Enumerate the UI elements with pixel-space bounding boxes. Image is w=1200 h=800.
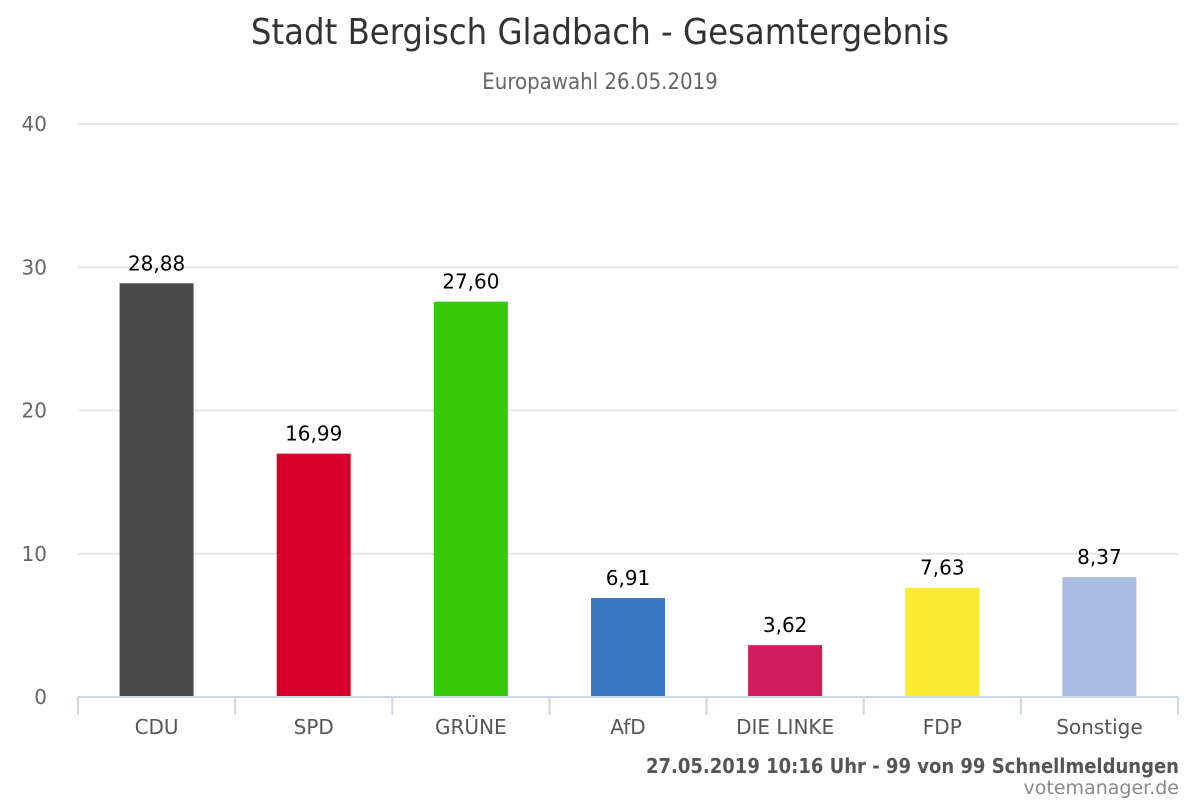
data-labels: 28,88 16,99 27,60 6,91 3,62 7,63 8,37 bbox=[128, 251, 1122, 637]
y-tick-label: 10 bbox=[22, 542, 47, 566]
bar-cdu[interactable] bbox=[119, 283, 194, 697]
data-label: 28,88 bbox=[128, 251, 185, 275]
chart-subtitle: Europawahl 26.05.2019 bbox=[482, 70, 718, 95]
y-tick-label: 0 bbox=[34, 685, 47, 709]
x-tick-label: FDP bbox=[923, 715, 962, 739]
data-label: 8,37 bbox=[1077, 545, 1122, 569]
y-tick-label: 30 bbox=[22, 255, 47, 279]
bar-fdp[interactable] bbox=[905, 587, 980, 697]
x-axis-labels: CDU SPD GRÜNE AfD DIE LINKE FDP Sonstige bbox=[135, 715, 1143, 739]
y-axis-ticks: 0 10 20 30 40 bbox=[22, 112, 47, 709]
y-tick-label: 40 bbox=[22, 112, 47, 136]
gridlines bbox=[78, 123, 1178, 555]
data-label: 6,91 bbox=[606, 566, 651, 590]
x-tick-label: GRÜNE bbox=[435, 715, 507, 739]
x-tick-label: Sonstige bbox=[1056, 715, 1142, 739]
x-tick-label: AfD bbox=[610, 715, 645, 739]
x-tick-label: CDU bbox=[135, 715, 179, 739]
data-label: 16,99 bbox=[285, 422, 342, 446]
bar-die-linke[interactable] bbox=[748, 645, 823, 697]
y-tick-label: 20 bbox=[22, 399, 47, 423]
data-label: 27,60 bbox=[442, 270, 499, 294]
bar-spd[interactable] bbox=[276, 453, 351, 697]
bar-afd[interactable] bbox=[591, 598, 665, 697]
x-tick-label: DIE LINKE bbox=[736, 715, 834, 739]
credit-link[interactable]: votemanager.de bbox=[1023, 777, 1179, 799]
x-axis bbox=[77, 696, 1179, 715]
x-tick-label: SPD bbox=[294, 715, 334, 739]
data-label: 7,63 bbox=[920, 556, 965, 580]
data-label: 3,62 bbox=[763, 613, 808, 637]
bar-sonstige[interactable] bbox=[1062, 577, 1137, 697]
bar-grüne[interactable] bbox=[433, 301, 508, 697]
status-text: 27.05.2019 10:16 Uhr - 99 von 99 Schnell… bbox=[646, 754, 1179, 778]
chart-title: Stadt Bergisch Gladbach - Gesamtergebnis bbox=[250, 12, 950, 53]
bars bbox=[119, 283, 1137, 697]
